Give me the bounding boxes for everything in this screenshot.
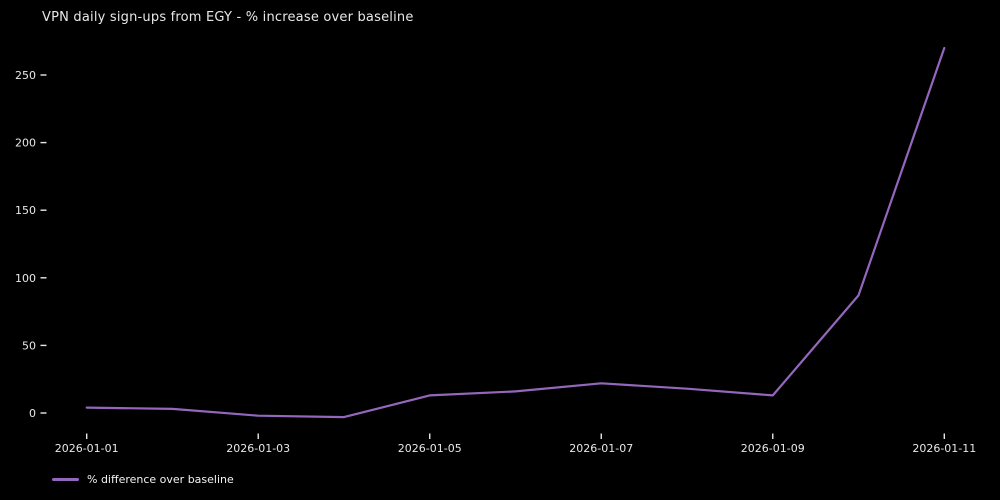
y-tick-label: 150 [15, 204, 36, 217]
y-tick-label: 250 [15, 69, 36, 82]
y-tick-label: 0 [29, 407, 36, 420]
x-tick-label: 2026-01-01 [55, 442, 119, 455]
x-tick-label: 2026-01-05 [398, 442, 462, 455]
x-tick-label: 2026-01-07 [569, 442, 633, 455]
x-tick-label: 2026-01-11 [912, 442, 976, 455]
legend-label: % difference over baseline [87, 472, 234, 486]
y-tick-label: 100 [15, 272, 36, 285]
y-tick-label: 200 [15, 137, 36, 150]
x-tick-label: 2026-01-03 [226, 442, 290, 455]
chart-title: VPN daily sign-ups from EGY - % increase… [42, 10, 414, 25]
series-line [85, 46, 946, 419]
legend-swatch [52, 477, 79, 481]
x-tick-label: 2026-01-09 [741, 442, 805, 455]
y-tick-label: 50 [22, 339, 36, 352]
legend: % difference over baseline [52, 471, 234, 487]
